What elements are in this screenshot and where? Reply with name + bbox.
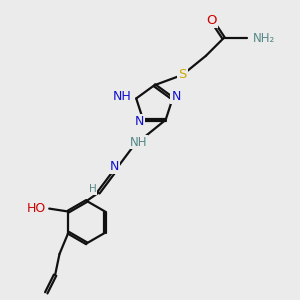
- Text: HO: HO: [27, 202, 46, 215]
- Text: N: N: [110, 160, 119, 173]
- Text: NH: NH: [113, 91, 132, 103]
- Text: S: S: [178, 68, 187, 81]
- Text: H: H: [89, 184, 97, 194]
- Text: N: N: [172, 91, 181, 103]
- Text: NH₂: NH₂: [253, 32, 275, 45]
- Text: O: O: [207, 14, 217, 27]
- Text: NH: NH: [130, 136, 147, 148]
- Text: N: N: [135, 115, 144, 128]
